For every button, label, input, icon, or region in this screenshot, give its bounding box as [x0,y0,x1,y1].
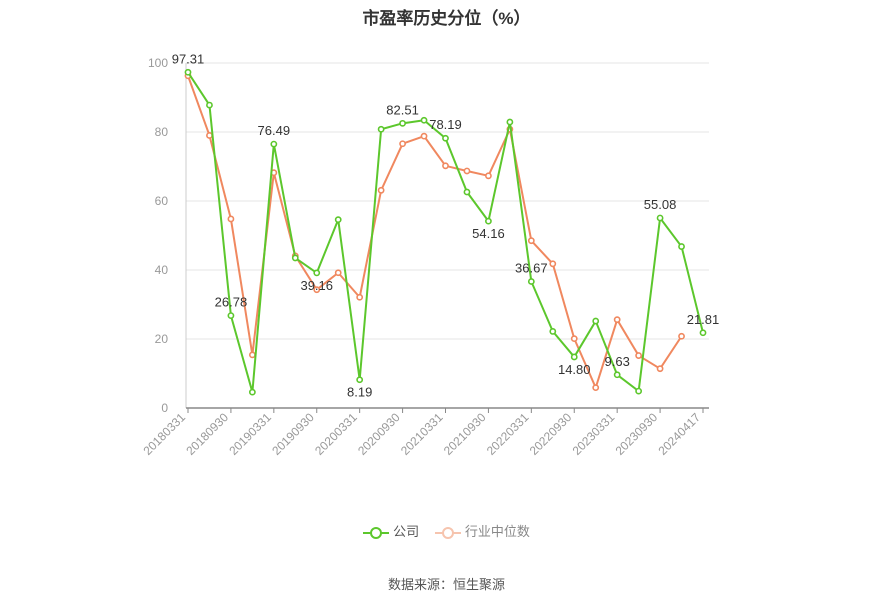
series-0-point-18 [570,353,578,361]
y-tick-label-5: 100 [148,56,168,70]
series-1-point-22 [656,365,664,373]
series-0-point-5 [291,254,299,262]
series-0-point-15 [506,118,514,126]
data-source-note: 数据来源：恒生聚源 [387,577,505,592]
x-tick-label-8: 20220331 [484,410,532,458]
x-tick-label-7: 20210930 [441,410,489,458]
series-0-point-6 [313,269,321,277]
series-1-point-2 [227,215,235,223]
data-label-7: 54.16 [472,226,505,241]
y-tick-label-0: 0 [161,401,168,415]
data-label-1: 26.78 [215,295,248,310]
legend-swatch-industry-median [434,526,461,540]
series-1-point-1 [206,132,213,139]
series-0-point-7 [334,216,342,224]
chart-title: 市盈率历史分位（%） [362,9,531,28]
legend-item-company[interactable]: 公司 [363,521,419,540]
x-tick-label-6: 20210331 [398,410,446,458]
series-1-point-19 [592,384,600,392]
x-tick-label-11: 20230930 [613,410,661,458]
data-label-6: 78.19 [429,117,462,132]
y-tick-label-3: 60 [155,194,169,208]
series-0-point-13 [463,188,471,196]
y-tick-label-2: 40 [155,263,169,277]
data-label-3: 39.16 [300,278,333,293]
data-label-9: 14.80 [558,362,591,377]
legend-swatch-company [363,526,390,540]
series-0-point-1 [206,101,213,109]
series-1-point-20 [613,316,621,324]
series-0-point-11 [420,116,428,124]
series-0-point-21 [635,387,643,395]
series-1-point-16 [527,237,535,245]
series-1-point-7 [334,269,342,277]
x-tick-label-5: 20200930 [355,410,403,458]
series-0-point-9 [377,125,385,133]
series-1-point-3 [248,351,256,359]
series-1-point-14 [485,172,492,180]
series-0-point-10 [399,119,406,127]
y-tick-label-1: 20 [155,332,169,346]
series-0-point-8 [356,376,364,384]
series-0-point-22 [656,214,664,222]
data-label-8: 36.67 [515,260,548,275]
legend: 公司 行业中位数 [0,521,893,540]
data-label-4: 8.19 [347,385,372,400]
series-line-1 [187,75,683,389]
legend-label-industry-median: 行业中位数 [464,524,530,539]
series-1-point-12 [442,162,449,170]
series-0-point-16 [527,278,535,285]
y-tick-label-4: 80 [155,125,169,139]
series-0-point-0 [184,68,192,76]
series-0-point-3 [248,388,256,396]
series-1-point-10 [399,140,406,148]
data-label-5: 82.51 [386,102,419,117]
series-1-point-11 [420,132,428,140]
series-0-point-4 [270,140,278,148]
x-tick-label-9: 20220930 [527,410,575,458]
series-0-point-17 [549,328,557,335]
series-1-point-17 [549,260,557,268]
data-label-2: 76.49 [258,123,291,138]
legend-item-industry-median[interactable]: 行业中位数 [434,521,530,540]
series-1-point-23 [678,332,685,340]
series-1-point-6 [313,286,321,294]
series-0-point-23 [678,243,685,250]
data-label-11: 55.08 [644,197,677,212]
series-0-point-2 [227,312,235,320]
x-tick-label-3: 20190930 [269,410,317,458]
x-tick-label-12: 20240417 [655,410,703,458]
series-1-point-21 [635,352,643,359]
legend-label-company: 公司 [393,524,420,539]
series-0-point-12 [442,134,449,142]
data-label-12: 21.81 [687,312,720,327]
series-0-point-24 [699,329,707,337]
data-label-10: 9.63 [605,354,630,369]
series-0-point-14 [485,217,492,225]
x-tick-label-2: 20190331 [226,410,274,458]
data-label-0: 97.31 [172,51,205,66]
series-0-point-20 [613,371,621,379]
series-1-point-13 [463,167,471,175]
x-tick-label-4: 20200331 [312,410,360,458]
x-tick-label-1: 20180930 [183,410,231,458]
x-tick-label-10: 20230331 [570,410,618,458]
series-1-point-8 [356,293,364,301]
series-1-point-18 [570,335,578,343]
series-1-point-9 [377,186,385,194]
series-0-point-19 [592,317,600,325]
x-tick-label-0: 20180331 [140,410,188,458]
